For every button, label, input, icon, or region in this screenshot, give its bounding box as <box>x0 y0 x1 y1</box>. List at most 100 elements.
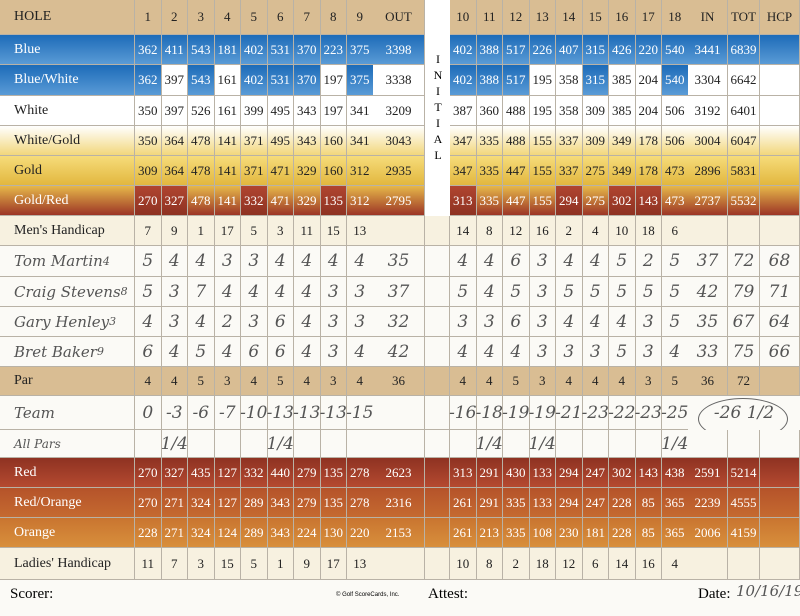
hole-value: 5 <box>662 277 689 307</box>
hole-value: 289 <box>241 488 268 518</box>
hole-value: 4 <box>582 246 609 277</box>
hole-value: 195 <box>529 65 556 96</box>
hole-value: 18 <box>635 216 662 246</box>
hole-value: 4 <box>267 277 294 307</box>
hole-value: 4 <box>294 367 321 396</box>
hole-value: 4 <box>662 548 689 580</box>
hole-value: 370 <box>294 35 321 65</box>
gap <box>425 337 450 367</box>
hole-value: 309 <box>582 96 609 126</box>
out-value: 2316 <box>373 488 425 518</box>
hole-value: -22 <box>608 396 636 430</box>
hole-value: 278 <box>347 458 374 488</box>
hole-value: 3 <box>320 337 347 367</box>
hole-value: 3 <box>267 216 294 246</box>
out-value: 35 <box>373 246 425 277</box>
hole-value: 388 <box>476 35 503 65</box>
header-in: IN <box>688 0 728 35</box>
hole-value: 228 <box>135 518 162 548</box>
hole-value: 3 <box>241 307 268 337</box>
hole-value: 5 <box>582 277 609 307</box>
hole-value: 4 <box>241 277 268 307</box>
hole-value: 335 <box>476 156 503 186</box>
hole-value: -23 <box>582 396 609 430</box>
hole-value: 181 <box>582 518 609 548</box>
hole-value <box>188 430 215 458</box>
row-label: Gary Henley 3 <box>0 307 135 337</box>
hole-value: 181 <box>214 35 241 65</box>
gap <box>425 396 450 430</box>
hole-value: 141 <box>214 156 241 186</box>
header-hole-number: 16 <box>609 0 636 35</box>
hole-value: 8 <box>476 548 503 580</box>
hole-value: 478 <box>188 186 215 216</box>
row-label: Blue <box>0 35 135 65</box>
row-label: Blue/White <box>0 65 135 96</box>
header-hole-number: 13 <box>529 0 556 35</box>
hole-value: 275 <box>582 186 609 216</box>
hole-value: 1/4 <box>476 430 503 458</box>
hole-value: 275 <box>582 156 609 186</box>
hole-value: 7 <box>161 548 188 580</box>
hole-value: 3 <box>214 246 241 277</box>
hole-value: 329 <box>294 156 321 186</box>
player-handicap: 3 <box>109 315 117 328</box>
in-value: 3004 <box>688 126 728 156</box>
tot-value <box>728 216 760 246</box>
hole-value: 4 <box>135 307 162 337</box>
hole-value: 488 <box>503 126 530 156</box>
hole-value: 135 <box>320 186 347 216</box>
hole-value: 337 <box>556 156 583 186</box>
out-value: 3043 <box>373 126 425 156</box>
date-value: 10/16/19 <box>736 582 800 600</box>
hole-value: 371 <box>241 156 268 186</box>
row-label: Red/Orange <box>0 488 135 518</box>
hole-value: 4 <box>582 216 609 246</box>
in-value: 42 <box>688 277 728 307</box>
hole-value: 473 <box>662 156 689 186</box>
row-label-text: Gold/Red <box>14 192 69 208</box>
out-value: 36 <box>373 367 425 396</box>
hole-value: 312 <box>347 156 374 186</box>
header-hole-number: 10 <box>450 0 477 35</box>
hole-value: 178 <box>635 126 662 156</box>
hole-value: 350 <box>135 126 162 156</box>
hole-value: 327 <box>161 186 188 216</box>
row-label-text: Gary Henley <box>14 312 110 331</box>
hole-value: 9 <box>294 548 321 580</box>
hole-value: 309 <box>582 126 609 156</box>
hole-value: 324 <box>188 488 215 518</box>
out-value: 2623 <box>373 458 425 488</box>
hole-value: 127 <box>214 488 241 518</box>
hole-value: 5 <box>241 548 268 580</box>
player-handicap: 9 <box>96 345 104 358</box>
hole-value: 3 <box>635 367 662 396</box>
in-value: 37 <box>688 246 728 277</box>
row-label-text: Team <box>14 403 55 422</box>
hole-value: 358 <box>556 65 583 96</box>
hole-value: 141 <box>214 186 241 216</box>
hole-value: 543 <box>188 65 215 96</box>
hole-value: 4 <box>135 367 162 396</box>
hole-value: 124 <box>214 518 241 548</box>
hole-value: 371 <box>241 126 268 156</box>
hole-value: 223 <box>320 35 347 65</box>
hole-value: 226 <box>529 35 556 65</box>
tot-value <box>728 548 760 580</box>
hole-value: 4 <box>662 337 689 367</box>
row-label: Team <box>0 396 135 430</box>
row-label-text: Men's Handicap <box>14 222 105 238</box>
tot-value: 4159 <box>728 518 760 548</box>
header-hole-number: 1 <box>135 0 162 35</box>
hole-value: 341 <box>347 96 374 126</box>
in-value: 2737 <box>688 186 728 216</box>
hole-value: 9 <box>161 216 188 246</box>
hole-value: 294 <box>556 186 583 216</box>
gap <box>425 216 450 246</box>
hole-value: 271 <box>161 488 188 518</box>
hole-value: 220 <box>347 518 374 548</box>
hole-value: -19 <box>502 396 530 430</box>
hole-value: 360 <box>476 96 503 126</box>
hole-value: 488 <box>503 96 530 126</box>
hole-value: -13 <box>267 396 294 430</box>
